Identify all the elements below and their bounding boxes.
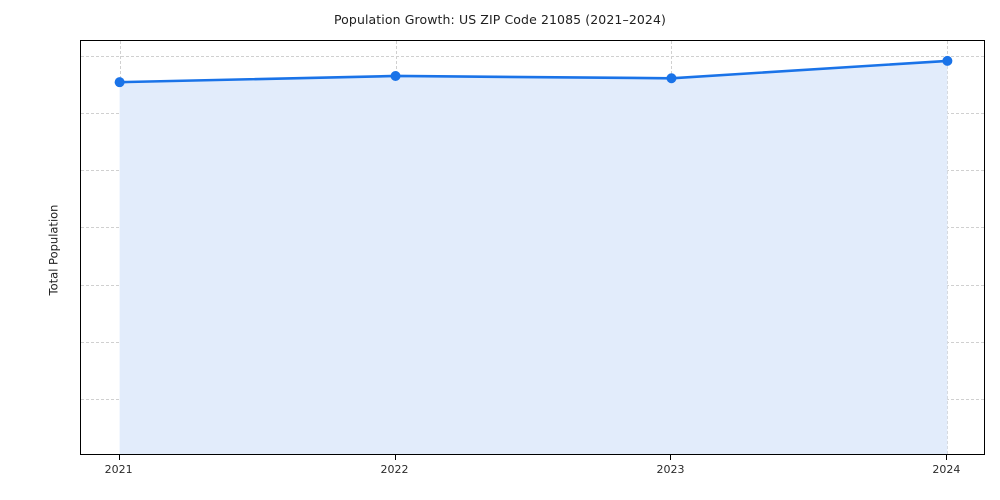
area-fill <box>119 60 948 454</box>
data-point-marker[interactable]: 2022: 16,620 <box>390 70 401 81</box>
y-axis-label: Total Population <box>46 204 61 296</box>
plot-area: 2021: 16,350 2022: 16,620 2023: 16,520 2024… <box>80 40 985 455</box>
line-series-svg: 2021: 16,350 2022: 16,620 2023: 16,520 2024… <box>114 55 953 454</box>
x-axis-tick-label: 2024 <box>932 463 961 476</box>
x-axis-tick-label: 2022 <box>380 463 409 476</box>
x-axis-tick-mark <box>946 455 948 460</box>
plot-inner: 2021: 16,350 2022: 16,620 2023: 16,520 2024… <box>81 41 984 454</box>
data-point-marker[interactable]: 2023: 16,520 <box>666 73 677 84</box>
x-axis-tick-label: 2021 <box>104 463 133 476</box>
data-point-marker[interactable]: 2024: 17,280 <box>942 55 953 66</box>
x-axis-tick-mark <box>394 455 396 460</box>
series-line <box>118 59 949 84</box>
data-point-marker[interactable]: 2021: 16,350 <box>114 77 125 88</box>
x-axis-tick-label: 2023 <box>656 463 685 476</box>
chart-title: Population Growth: US ZIP Code 21085 (20… <box>333 12 667 27</box>
x-axis-tick-mark <box>670 455 672 460</box>
x-axis-tick-mark <box>118 455 120 460</box>
